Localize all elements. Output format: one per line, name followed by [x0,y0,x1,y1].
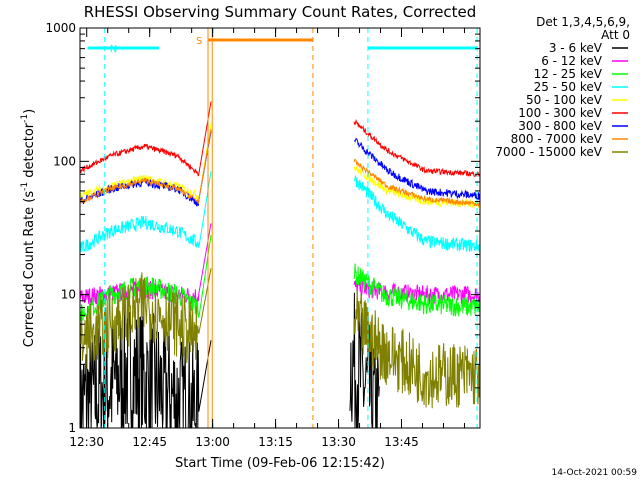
legend-label-8: 7000 - 15000 keV [495,145,602,159]
y-tick-label-2: 100 [53,154,76,168]
x-tick-label-3: 13:15 [258,435,293,449]
series-line-6-before-gap [79,131,212,207]
y-axis-label: Corrected Count Rate (s-1 detector-1) [20,109,37,347]
series-line-7-before-gap [79,128,212,205]
series-line-7-after-gap [353,158,481,207]
footer-date: 14-Oct-2021 00:59 [552,468,638,478]
y-tick-label-0: 1 [68,421,76,435]
series-line-5-before-gap [79,101,212,177]
night-saa-markers: NS [87,28,478,428]
y-label-part-3: ) [22,109,37,114]
series-line-3-before-gap [79,171,212,253]
legend-label-4: 50 - 100 keV [526,93,603,107]
series-line-8-before-gap [79,268,212,370]
series-line-0-before-gap [79,300,212,429]
legend-label-6: 300 - 800 keV [518,119,602,133]
series-line-3-after-gap [353,175,481,252]
series-line-0-after-gap [349,292,380,429]
legend-header-attenuator: Att 0 [601,28,630,42]
y-label-sup-2: -1 [20,114,30,123]
x-tick-label-1: 12:45 [132,435,167,449]
saa-label: S [196,36,202,47]
legend-label-2: 12 - 25 keV [534,67,603,81]
axes: 1 10 100 1000 12:30 12:45 13:00 13:15 13:30 13:45 [45,21,480,449]
legend-label-5: 100 - 300 keV [518,106,602,120]
night-label: N [110,44,117,55]
y-label-sup-1: -1 [20,182,30,191]
series-line-1-after-gap [353,278,481,305]
data-traces [79,101,481,429]
series-line-5-after-gap [353,118,481,178]
x-tick-label-4: 13:30 [321,435,356,449]
x-tick-label-5: 13:45 [384,435,419,449]
series-line-2-before-gap [79,234,212,322]
series-line-4-before-gap [79,123,212,202]
series-line-6-after-gap [354,137,481,201]
legend-header-detectors: Det 1,3,4,5,6,9, [536,15,630,29]
y-tick-label-1: 10 [61,288,76,302]
legend-label-7: 800 - 7000 keV [511,132,603,146]
x-axis-label: Start Time (09-Feb-06 12:15:42) [175,456,385,471]
x-tick-label-2: 13:00 [195,435,230,449]
series-line-2-after-gap [353,263,481,317]
chart-title: RHESSI Observing Summary Count Rates, Co… [84,3,477,21]
legend-label-0: 3 - 6 keV [549,41,603,55]
x-tick-label-0: 12:30 [69,435,104,449]
series-line-8-after-gap [353,289,481,409]
legend-label-1: 6 - 12 keV [541,54,603,68]
series-line-4-after-gap [353,165,481,209]
plot-frame [79,27,481,429]
legend-label-3: 25 - 50 keV [534,80,603,94]
y-tick-label-3: 1000 [45,21,76,35]
y-label-part-1: Corrected Count Rate (s [22,191,37,348]
y-label-part-2: detector [22,122,37,182]
